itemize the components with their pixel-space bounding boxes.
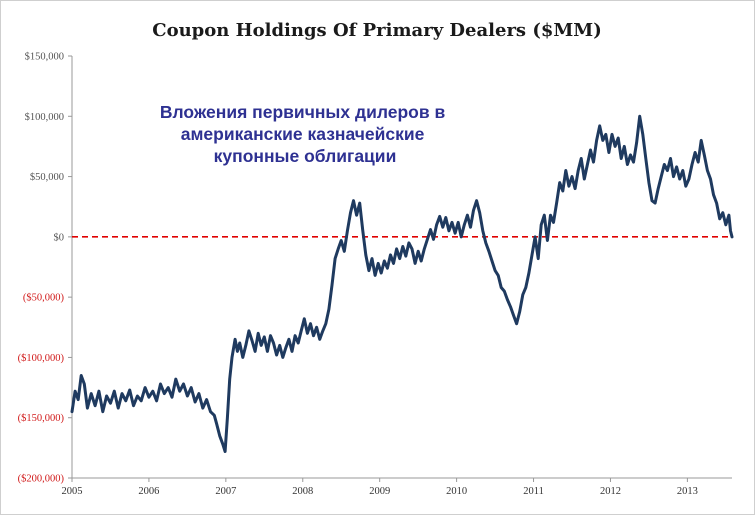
y-tick-label: $0 xyxy=(54,232,65,243)
x-tick-label: 2006 xyxy=(138,486,159,497)
y-axis-ticks: $150,000 $100,000 $50,000 $0 ($50,000) ($100,… xyxy=(18,52,72,485)
annotation-line-2: американские казначейские xyxy=(181,124,425,144)
annotation-line-1: Вложения первичных дилеров в xyxy=(160,102,446,122)
x-tick-label: 2008 xyxy=(292,486,313,497)
series-line xyxy=(70,114,734,453)
x-tick-label: 2009 xyxy=(369,486,390,497)
x-tick-label: 2012 xyxy=(600,486,621,497)
y-tick-label: $50,000 xyxy=(30,172,64,183)
x-tick-label: 2007 xyxy=(215,486,236,497)
x-tick-label: 2011 xyxy=(523,486,544,497)
y-tick-label: ($100,000) xyxy=(18,353,65,364)
y-tick-label: $100,000 xyxy=(25,112,64,123)
y-tick-label: $150,000 xyxy=(25,52,64,63)
chart-title: Coupon Holdings Of Primary Dealers ($MM) xyxy=(152,20,601,41)
annotation-line-3: купонные облигации xyxy=(214,146,397,166)
x-tick-label: 2010 xyxy=(446,486,467,497)
x-tick-label: 2005 xyxy=(62,486,83,497)
series-group xyxy=(70,114,734,453)
x-tick-label: 2013 xyxy=(677,486,698,497)
y-tick-label: ($50,000) xyxy=(23,293,65,304)
y-tick-label: ($150,000) xyxy=(18,413,65,424)
x-axis-ticks: 2005 2006 2007 2008 2009 2010 2011 2012 2013 xyxy=(62,478,698,497)
chart-annotation: Вложения первичных дилеров в американски… xyxy=(160,102,450,166)
y-tick-label: ($200,000) xyxy=(18,474,65,485)
